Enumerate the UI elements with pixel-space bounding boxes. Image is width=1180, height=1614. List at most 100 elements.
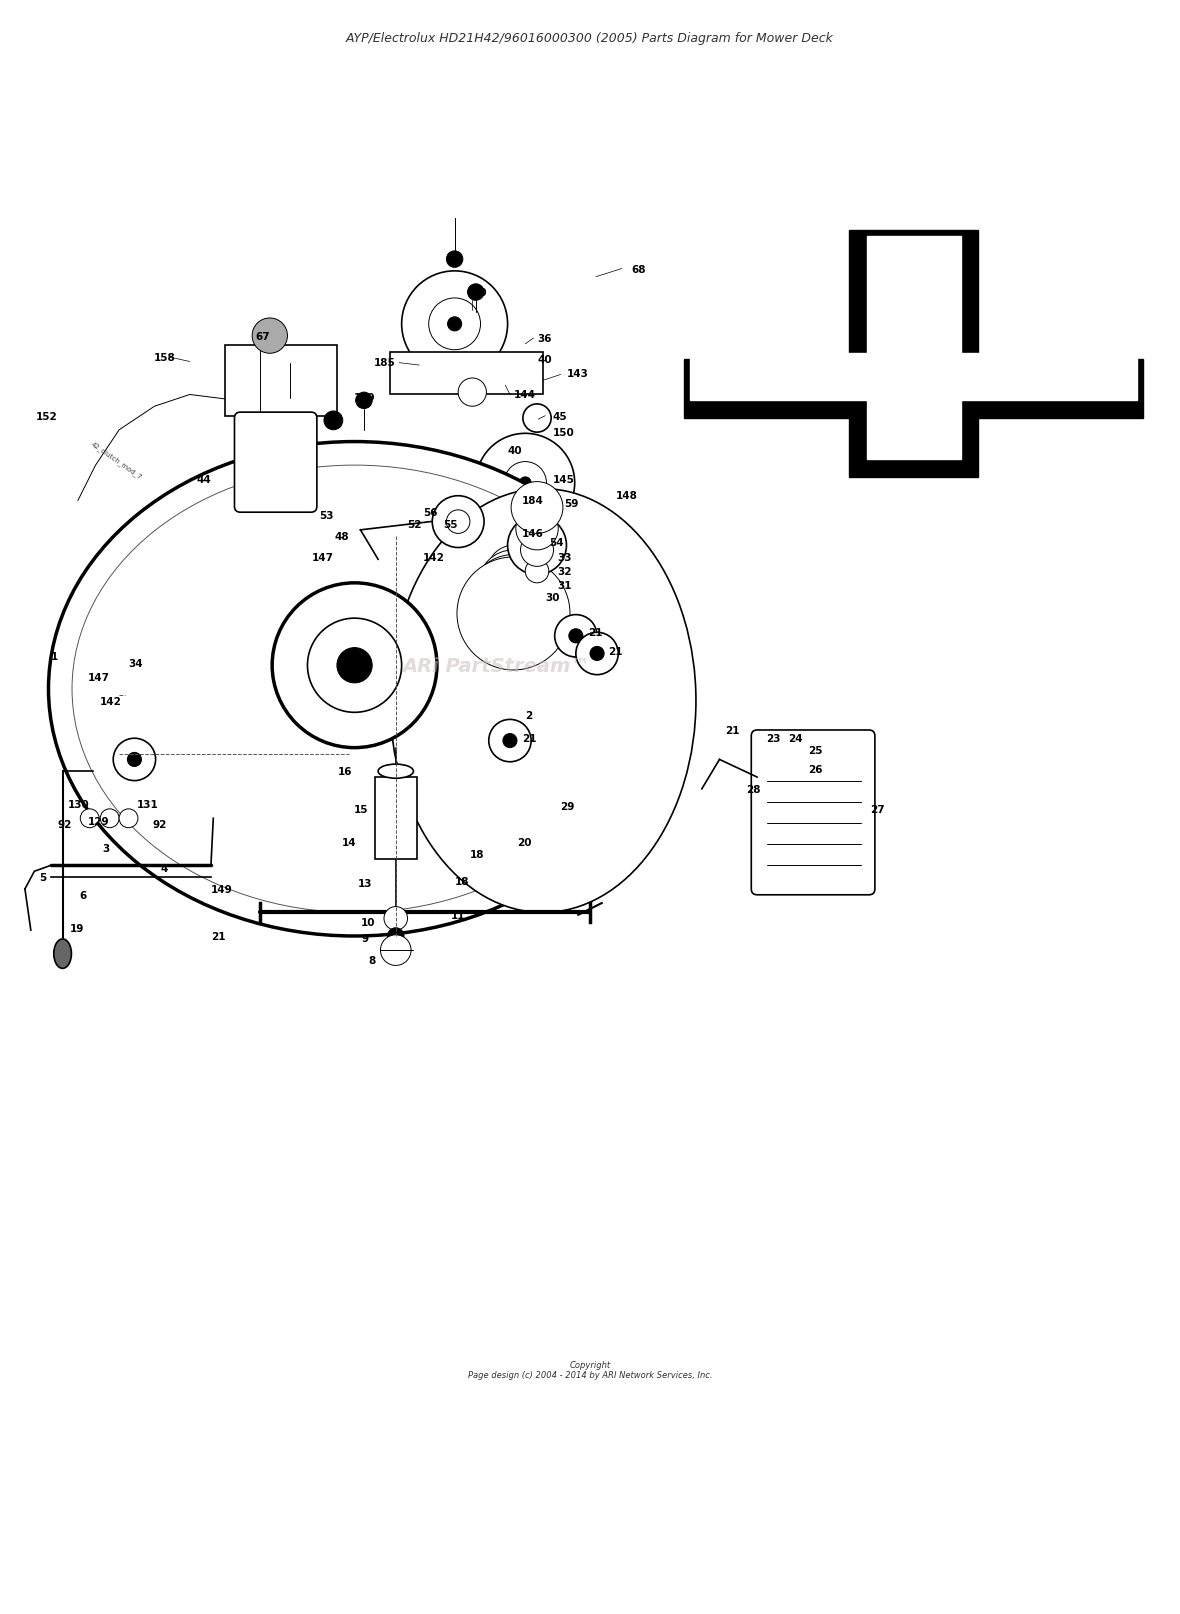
Text: 21: 21 xyxy=(608,647,622,657)
Text: 32: 32 xyxy=(557,567,571,576)
Text: 143: 143 xyxy=(566,370,589,379)
FancyBboxPatch shape xyxy=(374,778,417,860)
FancyBboxPatch shape xyxy=(752,731,874,896)
Circle shape xyxy=(100,809,119,828)
Text: 40: 40 xyxy=(472,287,487,299)
Circle shape xyxy=(432,497,484,549)
Circle shape xyxy=(476,434,575,533)
Circle shape xyxy=(590,647,604,662)
Circle shape xyxy=(458,379,486,407)
Text: 21: 21 xyxy=(211,931,225,941)
Text: 33: 33 xyxy=(557,552,571,563)
Text: 21: 21 xyxy=(588,628,602,638)
Text: 36: 36 xyxy=(537,334,551,344)
Text: Copyright
Page design (c) 2004 - 2014 by ARI Network Services, Inc.: Copyright Page design (c) 2004 - 2014 by… xyxy=(467,1359,713,1378)
Text: 20: 20 xyxy=(517,838,531,847)
Text: 9: 9 xyxy=(361,935,368,944)
Text: 6: 6 xyxy=(79,891,86,901)
Text: 131: 131 xyxy=(137,799,158,810)
Text: 150: 150 xyxy=(552,428,575,437)
Text: 145: 145 xyxy=(552,475,575,484)
Text: 130: 130 xyxy=(68,799,90,810)
Text: 5: 5 xyxy=(39,873,46,883)
Circle shape xyxy=(387,928,404,944)
Circle shape xyxy=(380,935,411,965)
Text: 52: 52 xyxy=(407,520,422,529)
FancyBboxPatch shape xyxy=(235,413,317,513)
Text: 149: 149 xyxy=(211,884,232,894)
Text: 42_clutch_mod_7: 42_clutch_mod_7 xyxy=(90,439,144,479)
Text: 28: 28 xyxy=(746,784,761,794)
Circle shape xyxy=(80,809,99,828)
Circle shape xyxy=(520,534,553,567)
Circle shape xyxy=(478,550,549,621)
Text: 152: 152 xyxy=(37,412,58,421)
Text: 8: 8 xyxy=(368,955,375,965)
Text: 92: 92 xyxy=(58,820,72,830)
Text: 11: 11 xyxy=(451,910,466,920)
Circle shape xyxy=(457,557,570,670)
Text: 31: 31 xyxy=(557,581,571,591)
Circle shape xyxy=(446,252,463,268)
Text: 184: 184 xyxy=(522,495,544,507)
Circle shape xyxy=(308,618,401,713)
FancyBboxPatch shape xyxy=(237,416,308,445)
Text: 45: 45 xyxy=(552,412,566,421)
Text: 26: 26 xyxy=(808,765,822,775)
Text: 56: 56 xyxy=(422,508,438,518)
Text: 19: 19 xyxy=(70,923,84,933)
Ellipse shape xyxy=(54,939,72,968)
Circle shape xyxy=(503,734,517,749)
Circle shape xyxy=(465,386,479,400)
Text: 92: 92 xyxy=(152,820,166,830)
Text: 68: 68 xyxy=(631,265,645,274)
Circle shape xyxy=(401,271,507,378)
Circle shape xyxy=(119,809,138,828)
Circle shape xyxy=(489,720,531,762)
Text: 40: 40 xyxy=(507,445,523,455)
Text: 18: 18 xyxy=(454,876,470,886)
Text: 23: 23 xyxy=(767,734,781,744)
Text: 53: 53 xyxy=(319,510,334,520)
Text: 129: 129 xyxy=(88,817,110,826)
Text: 15: 15 xyxy=(354,804,368,815)
Circle shape xyxy=(569,629,583,644)
Text: 14: 14 xyxy=(342,838,356,847)
Text: 3: 3 xyxy=(103,843,110,854)
Circle shape xyxy=(337,649,372,683)
Text: 1: 1 xyxy=(51,652,58,662)
Circle shape xyxy=(447,318,461,332)
Circle shape xyxy=(525,560,549,584)
Text: 159: 159 xyxy=(354,392,375,402)
Circle shape xyxy=(446,510,470,534)
Ellipse shape xyxy=(48,442,661,936)
Text: 4: 4 xyxy=(160,863,168,873)
Polygon shape xyxy=(684,231,1143,478)
Circle shape xyxy=(384,907,407,931)
Text: 185: 185 xyxy=(374,357,395,368)
Text: 146: 146 xyxy=(522,529,544,539)
Text: 142: 142 xyxy=(99,696,122,705)
Text: ARi PartStream™: ARi PartStream™ xyxy=(402,657,590,675)
Text: 10: 10 xyxy=(361,917,375,928)
Text: 144: 144 xyxy=(513,391,536,400)
Text: 48: 48 xyxy=(334,531,348,541)
Circle shape xyxy=(253,318,288,353)
Circle shape xyxy=(273,584,437,749)
Circle shape xyxy=(504,462,546,505)
Text: 147: 147 xyxy=(87,673,110,683)
Text: 142: 142 xyxy=(422,552,445,563)
Text: 21: 21 xyxy=(522,734,536,744)
Circle shape xyxy=(487,546,539,597)
Text: 46: 46 xyxy=(326,412,340,421)
Ellipse shape xyxy=(72,466,637,914)
FancyBboxPatch shape xyxy=(225,345,337,416)
Circle shape xyxy=(511,483,563,534)
Text: 158: 158 xyxy=(153,352,176,363)
Circle shape xyxy=(519,478,531,489)
Text: 24: 24 xyxy=(788,734,802,744)
Circle shape xyxy=(355,392,372,410)
Text: 21: 21 xyxy=(726,726,740,736)
Polygon shape xyxy=(690,236,1138,460)
Text: 55: 55 xyxy=(442,520,458,529)
